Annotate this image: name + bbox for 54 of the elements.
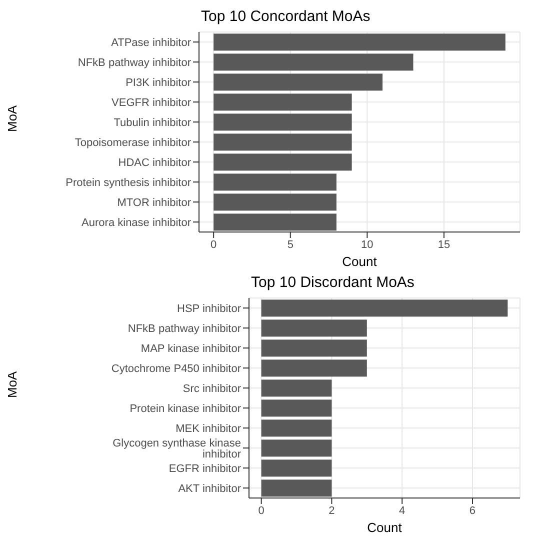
x-tick-label: 2 xyxy=(328,504,335,517)
y-tick-label: MAP kinase inhibitor xyxy=(140,342,242,355)
y-axis-title: MoA xyxy=(4,370,20,398)
x-tick-label: 4 xyxy=(399,504,406,517)
bar xyxy=(261,300,508,317)
bar xyxy=(261,320,367,337)
bar xyxy=(261,400,332,417)
chart-title: Top 10 Concordant MoAs xyxy=(200,8,372,27)
y-tick-label: PI3K inhibitor xyxy=(126,76,192,89)
x-tick-label: 5 xyxy=(287,238,294,251)
bar xyxy=(261,360,367,377)
y-tick-label: Aurora kinase inhibitor xyxy=(82,216,192,229)
bar xyxy=(214,174,336,191)
bar xyxy=(214,74,383,91)
bar xyxy=(261,340,367,357)
bar xyxy=(214,194,336,211)
y-tick-label: MEK inhibitor xyxy=(176,422,242,435)
y-tick-label: MTOR inhibitor xyxy=(117,196,192,209)
y-tick-label: HSP inhibitor xyxy=(177,302,242,315)
bar xyxy=(261,420,332,437)
y-tick-label: Cytochrome P450 inhibitor xyxy=(111,362,242,375)
bar xyxy=(261,460,332,477)
y-tick-label: Protein synthesis inhibitor xyxy=(66,176,192,189)
bar xyxy=(214,134,352,151)
x-axis-title: Count xyxy=(342,254,378,269)
y-tick-label: Protein kinase inhibitor xyxy=(130,402,242,415)
x-tick-label: 0 xyxy=(258,504,264,517)
y-tick-label: Glycogen synthase kinase inhibitor xyxy=(112,437,242,460)
y-tick-label: Src inhibitor xyxy=(182,382,242,395)
bar xyxy=(214,214,336,231)
y-tick-label: AKT inhibitor xyxy=(178,482,242,495)
y-tick-label: Topoisomerase inhibitor xyxy=(74,136,192,149)
y-tick-label: NFkB pathway inhibitor xyxy=(78,56,192,69)
bar xyxy=(214,54,414,71)
y-tick-label: VEGFR inhibitor xyxy=(112,96,192,109)
bar xyxy=(214,34,506,51)
bar xyxy=(261,480,332,497)
x-tick-label: 15 xyxy=(438,238,450,251)
bar xyxy=(214,114,352,131)
bar xyxy=(214,154,352,171)
bar xyxy=(214,94,352,111)
y-tick-label: NFkB pathway inhibitor xyxy=(128,322,242,335)
chart-title: Top 10 Discordant MoAs xyxy=(250,274,416,293)
y-axis-title: MoA xyxy=(4,104,20,132)
y-tick-label: ATPase inhibitor xyxy=(111,36,192,49)
y-tick-label: EGFR inhibitor xyxy=(168,462,242,475)
x-tick-label: 10 xyxy=(361,238,374,251)
y-tick-label: HDAC inhibitor xyxy=(118,156,192,169)
x-axis-title: Count xyxy=(367,520,402,535)
x-tick-label: 0 xyxy=(210,238,217,251)
x-tick-label: 6 xyxy=(469,504,476,517)
bar xyxy=(261,380,332,397)
y-tick-label: Tubulin inhibitor xyxy=(114,116,192,129)
bar xyxy=(261,440,332,457)
